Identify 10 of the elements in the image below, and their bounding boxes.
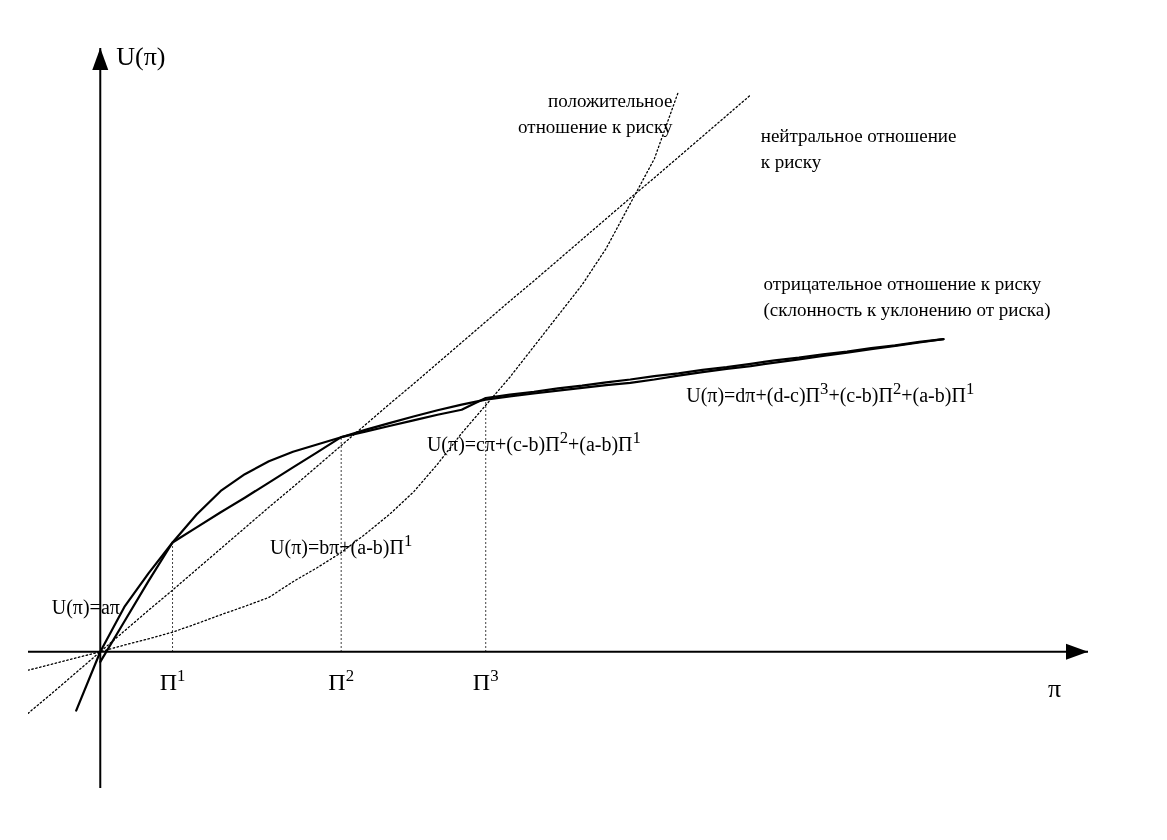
x-tick-label: Π$^{1}$ <box>159 665 186 695</box>
y-axis-title: U(π) <box>116 42 166 72</box>
x-axis-title: π <box>1048 673 1062 704</box>
annotation: U(π)=bπ+(a-b)Π$^{1}$ <box>270 531 413 560</box>
text: отрицательное отношение к риску (склонность к уклонению от риска) <box>763 272 1052 323</box>
annotation: U(π)=dπ+(d-c)Π$^{3}$+(c-b)Π$^{2}$+(a-b)Π$^{1}$ <box>686 379 975 407</box>
x-tick-label: Π$^{2}$ <box>328 665 355 695</box>
series-label: нейтральное отношение к риску <box>760 123 958 174</box>
series-label: положительное отношение к риску <box>517 88 673 139</box>
x-tick-label: Π$^{3}$ <box>472 665 499 695</box>
